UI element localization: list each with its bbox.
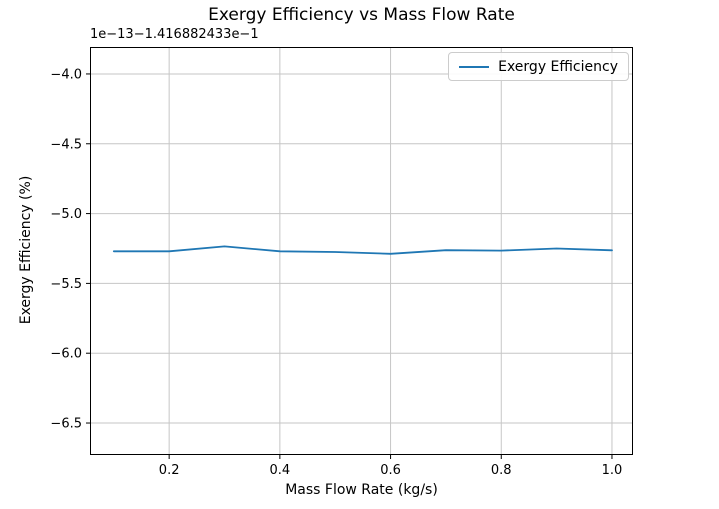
legend-line-sample bbox=[459, 65, 490, 68]
x-axis-label: Mass Flow Rate (kg/s) bbox=[285, 482, 438, 498]
x-tick-label: 1.0 bbox=[602, 463, 623, 478]
y-tick-label: −4.5 bbox=[50, 137, 82, 152]
y-tick-label: −4.0 bbox=[50, 67, 82, 82]
axes-frame bbox=[90, 47, 633, 455]
chart-title: Exergy Efficiency vs Mass Flow Rate bbox=[208, 5, 515, 25]
x-tick-label: 0.4 bbox=[270, 463, 291, 478]
plot-area: 0.2 0.4 0.6 0.8 1.0 −4.0 −4.5 −5.0 −5.5 −6.0 −6.5 … bbox=[50, 47, 633, 478]
y-axis-offset-text: 1e−13−1.416882433e−1 bbox=[90, 27, 259, 42]
x-tick-label: 0.6 bbox=[380, 463, 401, 478]
legend: Exergy Efficiency bbox=[448, 52, 629, 81]
chart-canvas: 0.2 0.4 0.6 0.8 1.0 −4.0 −4.5 −5.0 −5.5 −6.0 −6.5 bbox=[50, 47, 633, 478]
y-tick-label: −6.5 bbox=[50, 417, 82, 432]
legend-label: Exergy Efficiency bbox=[498, 58, 618, 75]
x-tick-label: 0.8 bbox=[491, 463, 512, 478]
x-tick-label: 0.2 bbox=[159, 463, 180, 478]
y-axis-label: Exergy Efficiency (%) bbox=[18, 175, 34, 325]
y-tick-label: −6.0 bbox=[50, 347, 82, 362]
y-tick-label: −5.0 bbox=[50, 207, 82, 222]
series-line bbox=[112, 245, 613, 255]
y-tick-label: −5.5 bbox=[50, 277, 82, 292]
